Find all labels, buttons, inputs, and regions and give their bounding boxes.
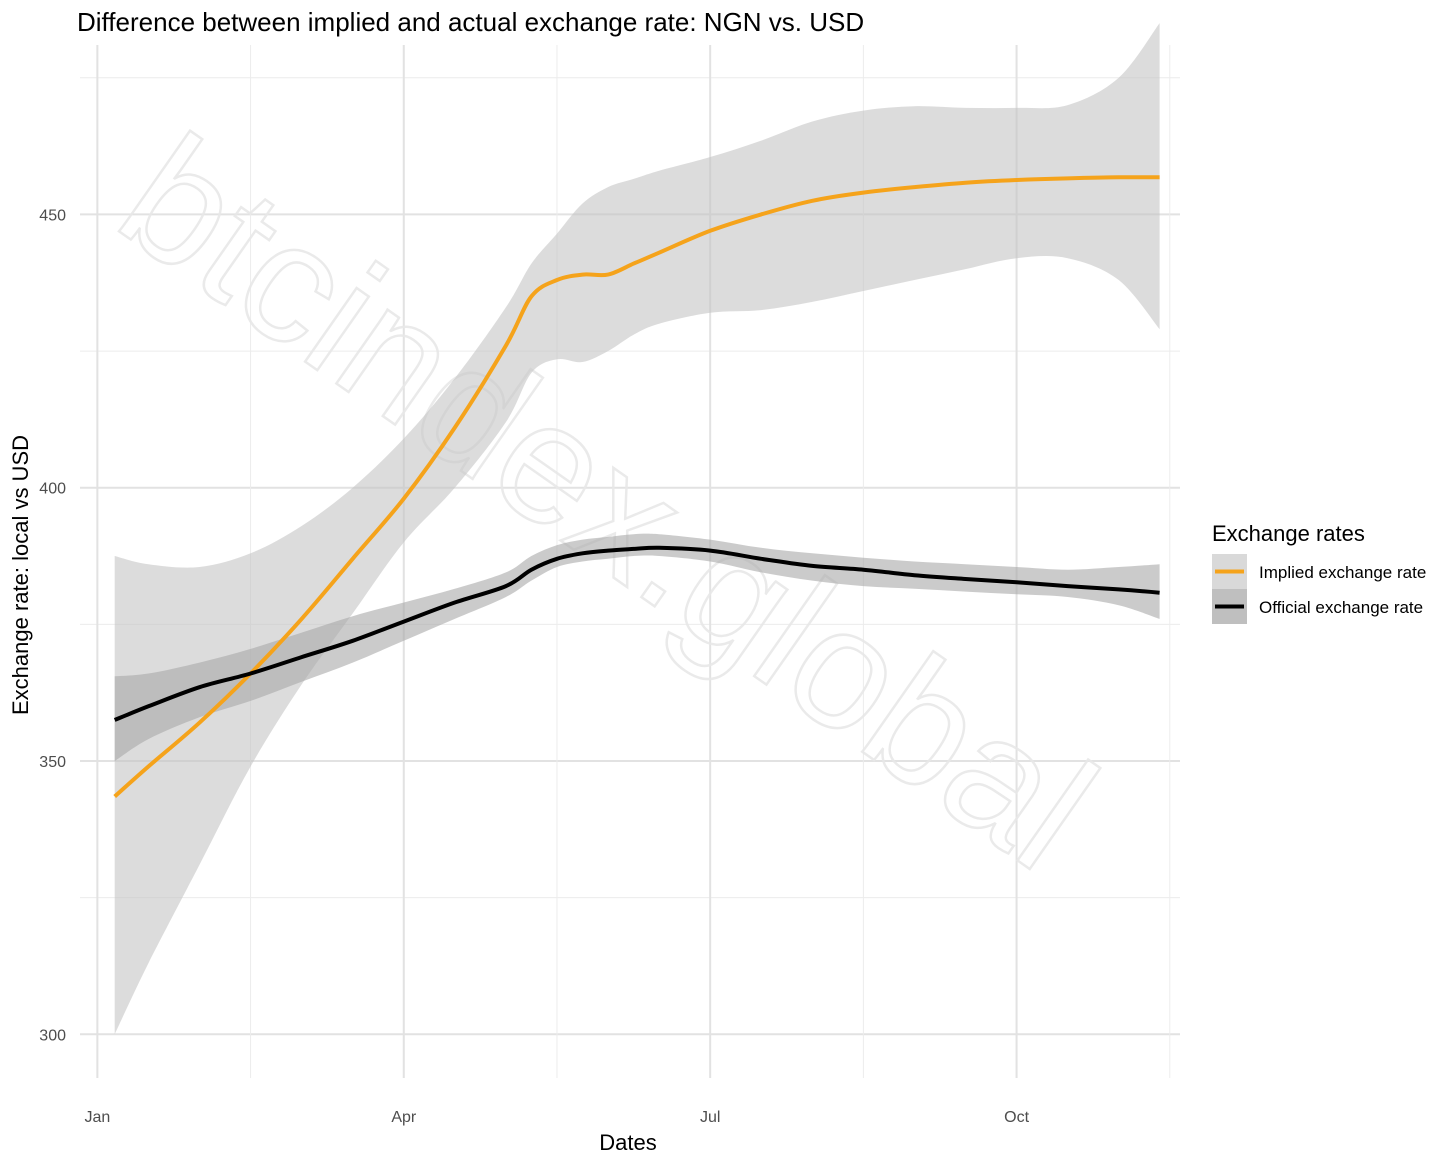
- legend-item-official: Official exchange rate: [1212, 589, 1423, 624]
- y-tick-label: 300: [39, 1027, 66, 1044]
- x-tick-label: Jul: [700, 1109, 720, 1126]
- legend-label-implied: Implied exchange rate: [1259, 563, 1426, 582]
- axis-ticks: 300 350 400 450 Jan Apr Jul Oct: [39, 207, 1029, 1126]
- series-lines: [113, 175, 1160, 798]
- x-axis-label: Dates: [599, 1130, 656, 1155]
- legend-item-implied: Implied exchange rate: [1212, 554, 1426, 589]
- legend-label-official: Official exchange rate: [1259, 598, 1423, 617]
- x-tick-label: Oct: [1004, 1109, 1029, 1126]
- y-tick-label: 350: [39, 754, 66, 771]
- y-tick-label: 400: [39, 481, 66, 498]
- legend: Exchange rates Implied exchange rate Off…: [1212, 521, 1426, 624]
- x-tick-label: Apr: [391, 1109, 417, 1126]
- series-line: [113, 545, 1160, 722]
- legend-title: Exchange rates: [1212, 521, 1365, 546]
- confidence-band: [114, 23, 1160, 1035]
- x-tick-label: Jan: [84, 1109, 110, 1126]
- y-axis-label: Exchange rate: local vs USD: [8, 435, 33, 715]
- y-tick-label: 450: [39, 207, 66, 224]
- confidence-bands: [114, 23, 1160, 1035]
- chart-title: Difference between implied and actual ex…: [77, 7, 864, 37]
- series-line: [113, 175, 1160, 798]
- confidence-band: [114, 533, 1160, 761]
